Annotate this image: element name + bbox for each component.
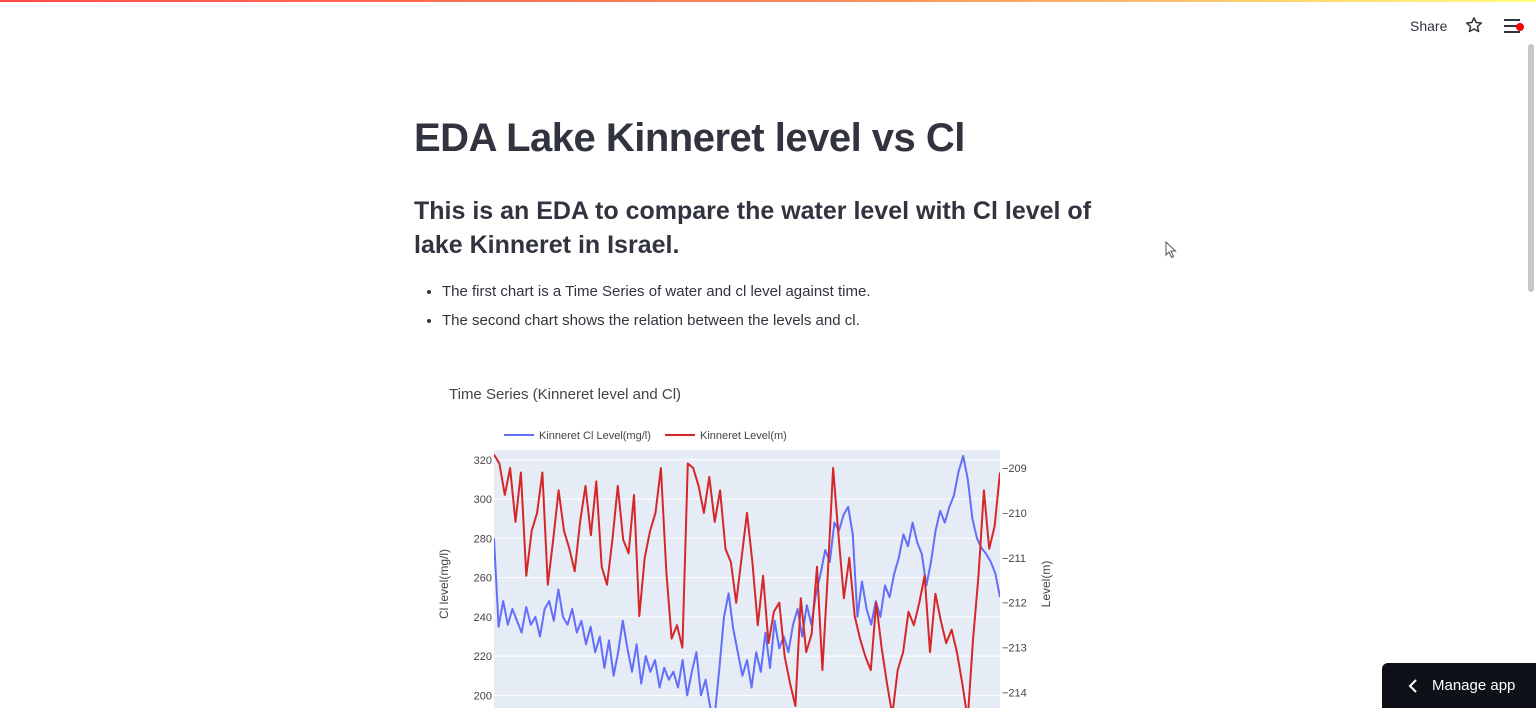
star-icon[interactable] [1465, 16, 1483, 34]
y-tick-label: 220 [474, 651, 492, 663]
list-item: The first chart is a Time Series of wate… [442, 280, 871, 309]
y2-tick-label: −212 [1002, 598, 1027, 610]
chart-svg[interactable]: Time Series (Kinneret level and Cl) Kinne… [420, 370, 1120, 713]
page-title: EDA Lake Kinneret level vs Cl [414, 116, 965, 160]
y2-tick-label: −211 [1002, 553, 1026, 565]
y2-tick-label: −214 [1002, 688, 1027, 700]
y-tick-label: 240 [474, 612, 492, 624]
y-tick-label: 280 [474, 533, 492, 545]
top-accent-bar [0, 0, 1536, 2]
chevron-left-icon [1408, 678, 1417, 693]
legend-label: Kinneret Cl Level(mg/l) [539, 430, 651, 442]
description-list: The first chart is a Time Series of wate… [414, 280, 871, 338]
y-tick-label: 260 [474, 573, 492, 585]
y-tick-label: 300 [474, 494, 492, 506]
manage-app-button[interactable]: Manage app [1382, 663, 1536, 708]
share-button[interactable]: Share [1410, 18, 1448, 34]
y2-axis-label: Level(m) [1039, 561, 1053, 608]
page-scrollbar[interactable] [1528, 44, 1534, 292]
y2-tick-label: −213 [1002, 643, 1027, 655]
y2-tick-label: −209 [1002, 463, 1027, 475]
series-line [494, 454, 1000, 713]
y-tick-label: 320 [474, 455, 492, 467]
y2-tick-label: −210 [1002, 508, 1027, 520]
chart-title: Time Series (Kinneret level and Cl) [449, 386, 681, 403]
page-subtitle: This is an EDA to compare the water leve… [414, 197, 1092, 259]
y-tick-label: 200 [474, 690, 492, 702]
manage-app-label: Manage app [1432, 677, 1516, 694]
time-series-chart[interactable]: Time Series (Kinneret level and Cl) Kinne… [420, 370, 1120, 713]
list-item: The second chart shows the relation betw… [442, 309, 871, 338]
series-line [494, 453, 1000, 713]
mouse-cursor-icon [1165, 241, 1177, 259]
legend-label: Kinneret Level(m) [700, 430, 787, 442]
plot-area [494, 450, 1000, 713]
y-axis-label: Cl level(mg/l) [437, 549, 451, 619]
hamburger-menu-icon[interactable] [1504, 18, 1524, 34]
